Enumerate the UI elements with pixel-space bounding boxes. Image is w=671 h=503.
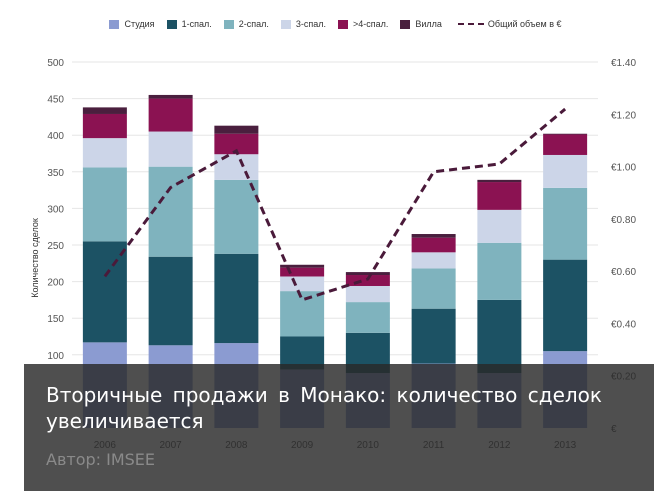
bar-segment [345, 285, 390, 303]
bar-segment [82, 107, 127, 114]
bar-segment [280, 276, 325, 292]
legend-item: 1-спал. [166, 18, 212, 29]
volume-line [103, 107, 567, 302]
y-tick-label: 500 [47, 58, 64, 69]
bar-segment [477, 209, 522, 243]
legend-item: Вилла [400, 19, 442, 29]
y2-tick-label: €1.00 [611, 163, 636, 174]
y-tick-label: 250 [47, 241, 64, 252]
bar-segment [543, 259, 588, 352]
bar-segment [411, 308, 456, 364]
legend-swatch [400, 19, 411, 29]
legend-item: Студия [109, 18, 155, 29]
bar-segment [345, 272, 390, 276]
bar-segment [148, 98, 193, 132]
bar-segment [214, 253, 259, 344]
bar-segment [477, 299, 522, 374]
legend: Студия 1-спал. 2-спал. 3-спал. >4-спал. Вилла… [0, 18, 671, 29]
legend-label: >4-спал. [352, 18, 389, 29]
bar-segment [543, 154, 588, 188]
bar-segment [411, 237, 456, 253]
legend-item: >4-спал. [337, 18, 389, 29]
bar-segment [148, 94, 193, 99]
y-tick-label: 350 [47, 168, 64, 179]
y-tick-label: 200 [47, 278, 64, 289]
bar-segment [148, 256, 193, 346]
bar-segment [411, 268, 456, 309]
y-tick-label: 300 [47, 204, 64, 215]
y-tick-label: 450 [47, 95, 64, 106]
bar-segment [411, 234, 456, 238]
bar-segment [214, 133, 259, 155]
y-axis-ticks: 500 450 400 350 300 250 200 150 100 [47, 58, 64, 362]
bar-segment [280, 267, 325, 277]
legend-label: Общий объем в € [487, 18, 562, 29]
legend-swatch [223, 19, 234, 29]
bar-segment [411, 252, 456, 269]
bar-segment [543, 133, 588, 135]
legend-label: Вилла [415, 18, 442, 29]
caption-author: Автор: IMSEE [46, 450, 156, 469]
bar-segment [148, 131, 193, 167]
bar-segment [477, 182, 522, 210]
caption-title: Вторичные продажи в Монако: количество с… [46, 383, 602, 433]
bar-segment [280, 264, 325, 268]
legend-item: 2-спал. [223, 18, 269, 29]
legend-item: 3-спал. [280, 18, 326, 29]
bar-segment [214, 179, 259, 254]
legend-label: 2-спал. [238, 18, 269, 29]
legend-label: 1-спал. [181, 18, 212, 29]
legend-label: Студия [124, 18, 155, 29]
y-axis-label: Количество сделок [30, 218, 40, 298]
y-tick-label: 400 [47, 131, 64, 142]
y2-tick-label: €0.80 [611, 215, 636, 226]
bar-segment [345, 302, 390, 333]
legend-label: 3-спал. [295, 18, 326, 29]
y2-tick-label: €0.60 [611, 267, 636, 278]
bar-segment [214, 125, 259, 134]
legend-swatch [337, 19, 348, 29]
bar-segment [280, 336, 325, 370]
legend-swatch [280, 19, 291, 29]
bar-segment [82, 113, 127, 139]
bars [82, 94, 588, 428]
bar-segment [280, 291, 325, 337]
legend-item-line: Общий объем в € [454, 19, 562, 29]
y2-tick-label: €1.40 [611, 58, 636, 69]
y-tick-label: 150 [47, 314, 64, 325]
bar-segment [543, 134, 588, 155]
caption-overlay: Вторичные продажи в Монако: количество с… [24, 364, 654, 491]
legend-line-swatch [457, 23, 484, 26]
volume-line-path [103, 107, 567, 302]
bar-segment [82, 241, 127, 343]
bar-segment [477, 179, 522, 183]
bar-segment [214, 154, 259, 180]
bar-segment [477, 242, 522, 300]
bar-segment [82, 138, 127, 168]
y-tick-label: 100 [47, 351, 64, 362]
bar-segment [82, 167, 127, 242]
y2-tick-label: €0.40 [611, 319, 636, 330]
bar-segment [148, 166, 193, 257]
legend-swatch [109, 19, 120, 29]
legend-swatch [166, 19, 177, 29]
y2-tick-label: €1.20 [611, 110, 636, 121]
bar-segment [543, 187, 588, 260]
